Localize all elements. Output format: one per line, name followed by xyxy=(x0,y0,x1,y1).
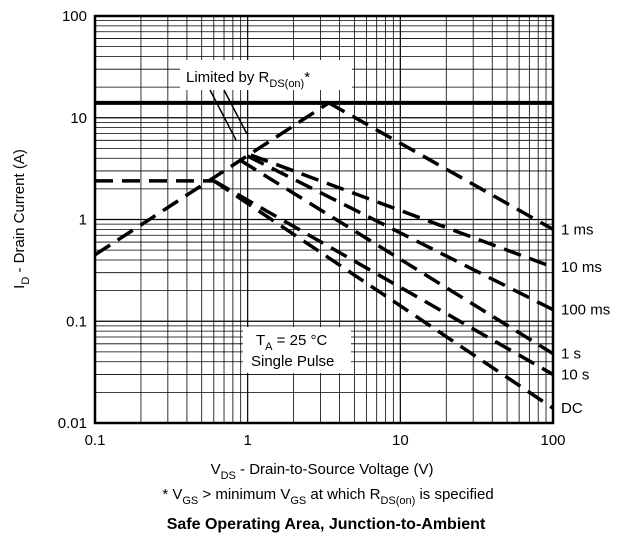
series-label-1s: 1 s xyxy=(561,346,581,363)
rds-annotation-arrow xyxy=(209,89,248,141)
rds-on-limit xyxy=(94,101,330,257)
x-tick-label: 0.1 xyxy=(85,432,106,449)
y-tick-label: 10 xyxy=(70,110,87,127)
series-label-DC: DC xyxy=(561,400,583,417)
series-line-DC xyxy=(212,179,554,410)
series-label-10s: 10 s xyxy=(561,366,589,383)
y-tick-label: 0.1 xyxy=(66,313,87,330)
footnote: * VGS > minimum VGS at which RDS(on) is … xyxy=(162,486,493,507)
x-tick-label: 100 xyxy=(540,432,565,449)
ta-annotation-line1: TA = 25 °C xyxy=(256,332,327,353)
x-axis-label: VDS - Drain-to-Source Voltage (V) xyxy=(211,461,434,482)
plot-frame xyxy=(93,14,555,425)
series-label-10ms: 10 ms xyxy=(561,259,602,276)
series-lines xyxy=(212,101,554,410)
x-tick-label: 1 xyxy=(243,432,251,449)
series-label-1ms: 1 ms xyxy=(561,221,594,238)
ta-annotation-box xyxy=(243,327,351,373)
chart-title: Safe Operating Area, Junction-to-Ambient xyxy=(167,516,486,533)
rds-annotation-box xyxy=(180,60,352,90)
limit-lines xyxy=(94,100,553,257)
y-axis-label: ID - Drain Current (A) xyxy=(11,149,32,289)
series-label-100ms: 100 ms xyxy=(561,302,610,319)
series-labels: 1 ms 10 ms 100 ms 1 s 10 s DC xyxy=(561,221,610,417)
series-line-1ms xyxy=(327,101,554,231)
x-tick-label: 10 xyxy=(392,432,409,449)
y-tick-label: 0.01 xyxy=(58,415,87,432)
y-tick-label: 1 xyxy=(79,212,87,229)
rds-annotation-text: Limited by RDS(on)* xyxy=(186,69,310,90)
series-line-1s xyxy=(239,159,554,356)
ta-annotation-line2: Single Pulse xyxy=(251,353,334,370)
y-tick-label: 100 xyxy=(62,8,87,25)
series-line-10s xyxy=(212,179,554,376)
series-line-100ms xyxy=(246,154,554,312)
